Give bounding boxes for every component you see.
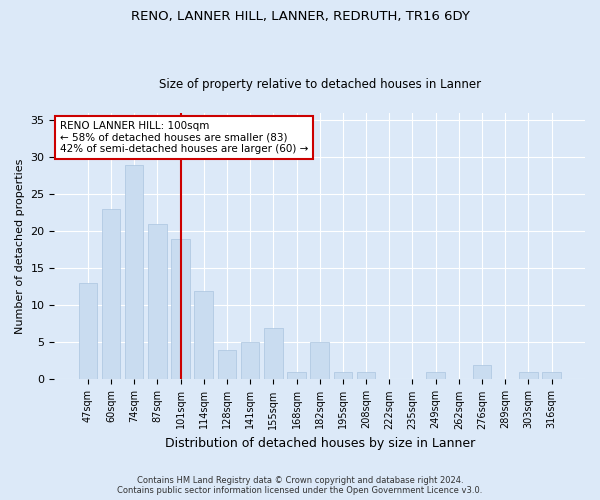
- Bar: [519, 372, 538, 380]
- Title: Size of property relative to detached houses in Lanner: Size of property relative to detached ho…: [158, 78, 481, 91]
- Bar: [79, 283, 97, 380]
- Bar: [542, 372, 561, 380]
- Bar: [102, 209, 120, 380]
- Y-axis label: Number of detached properties: Number of detached properties: [15, 158, 25, 334]
- Bar: [334, 372, 352, 380]
- Bar: [264, 328, 283, 380]
- Bar: [287, 372, 306, 380]
- Bar: [218, 350, 236, 380]
- Bar: [473, 364, 491, 380]
- Bar: [357, 372, 376, 380]
- Bar: [125, 165, 143, 380]
- Text: Contains HM Land Registry data © Crown copyright and database right 2024.
Contai: Contains HM Land Registry data © Crown c…: [118, 476, 482, 495]
- Bar: [171, 239, 190, 380]
- Bar: [194, 290, 213, 380]
- X-axis label: Distribution of detached houses by size in Lanner: Distribution of detached houses by size …: [164, 437, 475, 450]
- Bar: [427, 372, 445, 380]
- Text: RENO, LANNER HILL, LANNER, REDRUTH, TR16 6DY: RENO, LANNER HILL, LANNER, REDRUTH, TR16…: [131, 10, 469, 23]
- Text: RENO LANNER HILL: 100sqm
← 58% of detached houses are smaller (83)
42% of semi-d: RENO LANNER HILL: 100sqm ← 58% of detach…: [60, 121, 308, 154]
- Bar: [241, 342, 259, 380]
- Bar: [310, 342, 329, 380]
- Bar: [148, 224, 167, 380]
